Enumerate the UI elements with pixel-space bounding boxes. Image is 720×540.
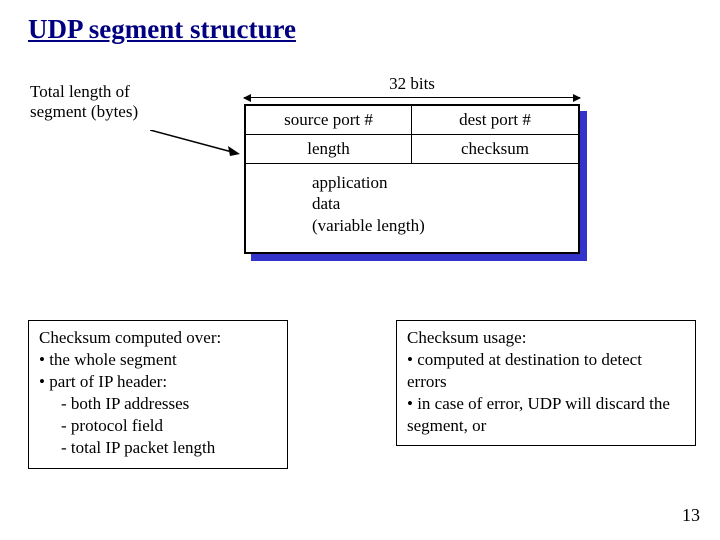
list-item: both IP addresses [39, 393, 277, 415]
page-number: 13 [682, 505, 700, 526]
slide-title: UDP segment structure [28, 14, 296, 45]
segment-data-row: application data (variable length) [246, 164, 578, 244]
dest-port-cell: dest port # [412, 106, 578, 134]
checksum-usage-list: Checksum usage:computed at destination t… [407, 327, 685, 437]
source-port-cell: source port # [246, 106, 412, 134]
checksum-computed-box: Checksum computed over:the whole segment… [28, 320, 288, 469]
data-line-1: application [312, 173, 388, 192]
length-annot-line2: segment (bytes) [30, 102, 138, 121]
checksum-cell: checksum [412, 135, 578, 163]
segment-row-len-chk: length checksum [246, 135, 578, 164]
list-item: protocol field [39, 415, 277, 437]
udp-segment-diagram: source port # dest port # length checksu… [244, 104, 580, 254]
length-cell: length [246, 135, 412, 163]
width-arrow [244, 97, 580, 98]
data-line-2: data [312, 194, 340, 213]
segment-row-ports: source port # dest port # [246, 106, 578, 135]
list-item: total IP packet length [39, 437, 277, 459]
data-line-3: (variable length) [312, 216, 425, 235]
length-annot-line1: Total length of [30, 82, 130, 101]
list-item: Checksum usage: [407, 327, 685, 349]
list-item: in case of error, UDP will discard the s… [407, 393, 685, 437]
checksum-usage-box: Checksum usage:computed at destination t… [396, 320, 696, 446]
checksum-computed-list: Checksum computed over:the whole segment… [39, 327, 277, 460]
list-item: the whole segment [39, 349, 277, 371]
list-item: computed at destination to detect errors [407, 349, 685, 393]
list-item: part of IP header: [39, 371, 277, 393]
width-label: 32 bits [352, 74, 472, 94]
length-pointer-arrow [150, 130, 240, 190]
length-annotation: Total length of segment (bytes) [30, 82, 170, 123]
list-item: Checksum computed over: [39, 327, 277, 349]
